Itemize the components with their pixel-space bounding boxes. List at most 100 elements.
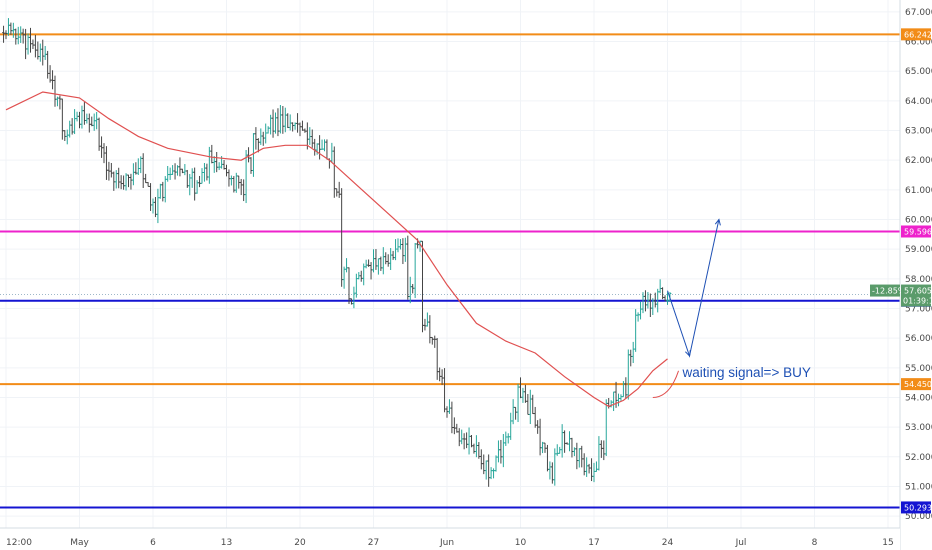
candle bbox=[87, 113, 91, 133]
candle bbox=[340, 188, 344, 287]
candle bbox=[570, 437, 574, 458]
candle bbox=[509, 412, 513, 440]
price-tick-label: 50.000 bbox=[905, 512, 932, 522]
candle bbox=[472, 443, 476, 454]
candle bbox=[506, 433, 510, 444]
candle bbox=[367, 259, 370, 267]
candle bbox=[92, 113, 96, 131]
level-badge-label: 66.242 bbox=[904, 30, 932, 39]
candle bbox=[225, 164, 228, 177]
time-tick-label: 27 bbox=[368, 538, 379, 548]
level-badge-label: 50.293 bbox=[904, 503, 932, 512]
candle bbox=[369, 262, 373, 280]
price-tick-label: 57.000 bbox=[905, 304, 932, 314]
candle bbox=[51, 70, 54, 90]
candle bbox=[141, 153, 145, 189]
candle bbox=[323, 139, 326, 152]
price-tick-label: 63.000 bbox=[905, 127, 932, 137]
candle bbox=[475, 435, 478, 458]
candle bbox=[176, 165, 179, 176]
price-tick-label: 51.000 bbox=[905, 482, 932, 492]
candle bbox=[107, 161, 111, 181]
candle bbox=[433, 335, 437, 348]
candle bbox=[171, 165, 174, 175]
candle bbox=[320, 139, 324, 150]
time-tick-label: 24 bbox=[662, 538, 674, 548]
candle bbox=[163, 176, 167, 203]
level-badge[interactable] bbox=[901, 28, 931, 41]
candle bbox=[377, 258, 380, 275]
candle bbox=[550, 462, 554, 484]
candle bbox=[217, 162, 221, 171]
candle bbox=[230, 175, 233, 186]
level-badge-label: 54.450 bbox=[904, 380, 932, 389]
candle bbox=[293, 122, 297, 130]
candle bbox=[440, 369, 444, 385]
candle bbox=[528, 389, 532, 425]
level-badge[interactable] bbox=[901, 378, 931, 391]
candle bbox=[462, 433, 466, 450]
candle bbox=[26, 33, 30, 55]
candle bbox=[524, 384, 527, 403]
candle bbox=[269, 114, 272, 135]
candle bbox=[36, 41, 40, 60]
candle bbox=[347, 267, 351, 305]
candle bbox=[558, 446, 562, 454]
candle bbox=[661, 287, 664, 300]
candle bbox=[168, 167, 172, 180]
candle bbox=[237, 175, 241, 189]
candle bbox=[48, 65, 52, 83]
candle bbox=[117, 167, 121, 189]
candle bbox=[9, 22, 13, 35]
price-tick-label: 62.000 bbox=[905, 156, 932, 166]
candle bbox=[193, 167, 197, 201]
candle bbox=[595, 461, 598, 472]
price-axis[interactable]: 50.000 51.000 52.000 53.000 54.000 55.000 56.0… bbox=[870, 0, 932, 550]
candle bbox=[445, 406, 449, 418]
candle bbox=[198, 175, 201, 188]
candle bbox=[279, 105, 282, 134]
projection-path[interactable] bbox=[667, 219, 720, 358]
candle bbox=[70, 118, 74, 135]
candle bbox=[612, 391, 615, 412]
candle bbox=[207, 146, 211, 184]
candle bbox=[587, 463, 591, 474]
price-tick-label: 53.000 bbox=[905, 423, 932, 433]
candle bbox=[252, 133, 255, 177]
horizontal-levels[interactable] bbox=[0, 33, 900, 509]
candle bbox=[450, 401, 454, 434]
current-price-badge[interactable] bbox=[901, 284, 931, 307]
candle bbox=[308, 127, 312, 145]
candle bbox=[158, 183, 162, 199]
candle bbox=[626, 349, 630, 400]
candle bbox=[470, 435, 473, 448]
candle bbox=[538, 418, 542, 456]
candle bbox=[7, 18, 10, 36]
candle bbox=[396, 238, 400, 253]
candle bbox=[271, 109, 275, 138]
candle bbox=[46, 50, 50, 79]
time-axis[interactable]: 12:00 May 6 13 20 27 Jun 10 17 24 Jul 8 15 bbox=[0, 527, 900, 550]
price-tick-label: 52.000 bbox=[905, 453, 932, 463]
price-tick-label: 61.000 bbox=[905, 186, 932, 196]
candle bbox=[325, 139, 329, 160]
candle bbox=[448, 399, 451, 414]
time-tick-label: 6 bbox=[150, 538, 156, 548]
candle bbox=[283, 107, 287, 133]
candle bbox=[575, 442, 579, 470]
level-badge[interactable] bbox=[901, 501, 931, 514]
price-tick-label: 65.000 bbox=[905, 67, 932, 77]
annotation[interactable]: waiting signal=> BUY bbox=[652, 365, 811, 398]
projection-arrowhead-down bbox=[684, 349, 691, 358]
countdown-label: 01:39:11 bbox=[903, 297, 932, 306]
candle bbox=[403, 237, 407, 262]
candle bbox=[90, 116, 94, 127]
projection-arrow[interactable] bbox=[667, 218, 721, 358]
candle bbox=[114, 170, 118, 189]
candle bbox=[78, 111, 81, 129]
candle bbox=[362, 263, 366, 286]
candle bbox=[58, 95, 62, 110]
level-badge[interactable] bbox=[901, 225, 931, 238]
candle bbox=[411, 284, 415, 294]
